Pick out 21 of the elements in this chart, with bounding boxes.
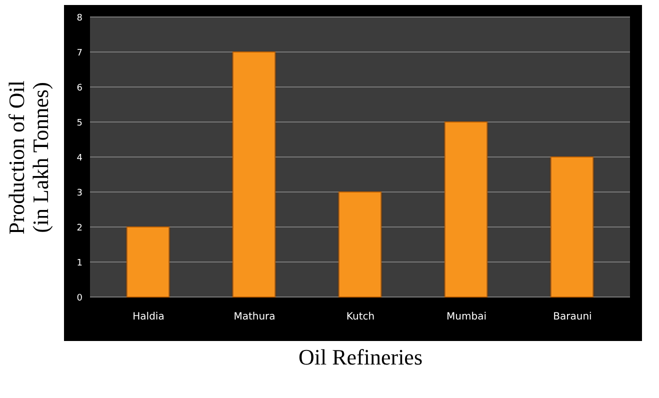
x-tick-label: Barauni <box>553 312 592 322</box>
x-tick-label: Haldia <box>132 312 164 322</box>
bar <box>338 192 382 298</box>
y-tick-label: 6 <box>76 84 83 94</box>
x-tick-label: Mumbai <box>446 312 486 322</box>
x-axis-title: Oil Refineries <box>298 344 423 370</box>
y-tick-label: 7 <box>76 48 82 58</box>
y-axis-title: Production of Oil (in Lakh Tonnes) <box>4 80 53 234</box>
bar <box>232 52 276 298</box>
bar <box>550 156 594 298</box>
bar <box>126 226 170 298</box>
y-tick-label: 5 <box>76 118 82 128</box>
y-tick-label: 8 <box>76 14 83 24</box>
x-tick-label: Mathura <box>234 312 276 322</box>
y-tick-label: 4 <box>76 154 83 164</box>
y-tick-label: 2 <box>76 224 82 234</box>
x-tick-label: Kutch <box>346 312 375 322</box>
y-tick-label: 3 <box>76 188 82 198</box>
y-tick-label: 0 <box>76 294 83 304</box>
y-tick-label: 1 <box>76 258 82 268</box>
bar <box>444 122 488 298</box>
